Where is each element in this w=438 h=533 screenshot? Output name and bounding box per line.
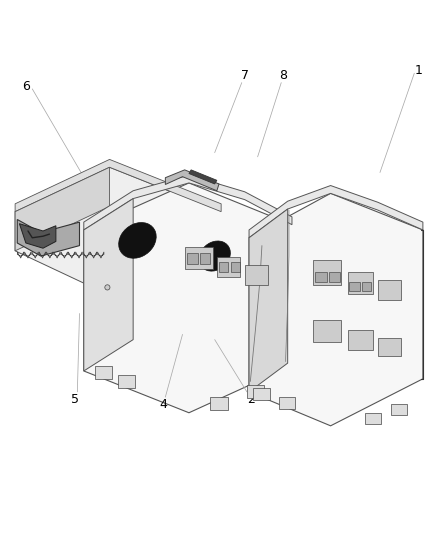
Bar [187,254,198,264]
Bar [279,397,295,409]
Bar [210,397,228,410]
Polygon shape [15,167,110,251]
Polygon shape [17,252,24,258]
Polygon shape [61,252,67,258]
Bar [219,262,229,272]
Bar [231,262,240,272]
Bar [253,388,270,400]
Polygon shape [46,252,53,258]
Bar [217,257,240,277]
Ellipse shape [105,285,110,290]
Ellipse shape [119,222,156,259]
Polygon shape [84,183,292,413]
Bar [118,375,135,387]
Text: 5: 5 [71,393,79,406]
Polygon shape [15,167,221,295]
Text: 4: 4 [159,399,167,411]
Polygon shape [90,252,97,258]
Polygon shape [15,159,221,212]
Bar [95,366,112,379]
Bar [247,385,264,398]
Bar [315,272,327,282]
Polygon shape [17,220,79,256]
Text: 2: 2 [247,393,255,406]
Polygon shape [84,199,133,371]
Polygon shape [25,252,31,258]
Polygon shape [76,252,82,258]
Polygon shape [19,224,56,248]
Polygon shape [166,170,219,191]
Bar [245,265,268,285]
Polygon shape [68,252,75,258]
Polygon shape [249,209,288,392]
Bar [314,260,341,285]
Text: 1: 1 [415,64,423,77]
Polygon shape [83,252,89,258]
Bar [314,320,341,342]
Bar [200,254,210,264]
Bar [365,413,381,424]
Bar [391,404,407,415]
Polygon shape [32,252,38,258]
Polygon shape [98,252,104,258]
Bar [329,272,339,282]
Bar [348,330,373,350]
Text: 7: 7 [241,69,249,82]
Bar [378,337,401,357]
Bar [362,281,371,291]
Polygon shape [54,252,60,258]
Bar [348,272,373,294]
Polygon shape [249,185,423,238]
Bar [350,281,360,291]
Polygon shape [84,175,292,230]
Text: 6: 6 [22,80,30,93]
Polygon shape [249,193,423,426]
Text: 8: 8 [279,69,287,82]
Bar [185,247,212,269]
Bar [378,280,401,301]
Polygon shape [39,252,46,258]
Ellipse shape [199,241,230,271]
Polygon shape [189,170,217,184]
